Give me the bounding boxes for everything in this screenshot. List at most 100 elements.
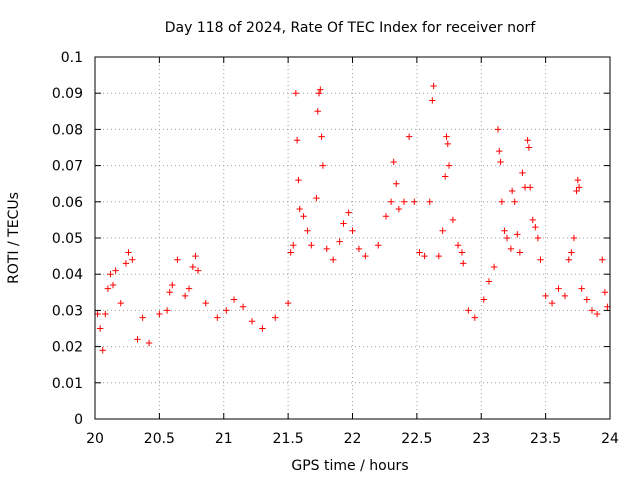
data-point xyxy=(514,231,521,238)
data-point xyxy=(355,245,363,253)
y-tick-label: 0.01 xyxy=(52,376,83,392)
data-point xyxy=(96,325,104,332)
data-point xyxy=(443,133,450,140)
data-point xyxy=(134,336,141,343)
data-point xyxy=(458,249,466,256)
data-point xyxy=(382,213,390,220)
data-point xyxy=(214,314,221,321)
data-point xyxy=(304,227,311,234)
data-point xyxy=(524,137,531,144)
data-point xyxy=(454,242,462,249)
y-tick-label: 0.03 xyxy=(52,303,83,319)
data-point xyxy=(192,252,199,260)
x-tick-label: 21.5 xyxy=(273,431,304,447)
y-tick-label: 0.02 xyxy=(52,340,83,356)
y-tick-label: 0.07 xyxy=(52,159,83,175)
data-point xyxy=(295,176,302,184)
data-point xyxy=(471,314,479,321)
data-point xyxy=(292,90,300,97)
y-tick-label: 0.1 xyxy=(61,50,83,66)
data-point xyxy=(104,285,112,292)
data-point xyxy=(272,314,279,321)
y-tick-label: 0.06 xyxy=(52,195,83,211)
data-point xyxy=(387,198,395,205)
data-point xyxy=(109,281,117,289)
data-point xyxy=(230,296,238,303)
data-point xyxy=(323,245,330,253)
x-axis-label: GPS time / hours xyxy=(291,458,408,474)
data-point xyxy=(239,303,247,310)
data-point xyxy=(508,187,516,195)
data-point xyxy=(315,90,323,97)
data-point xyxy=(490,263,498,271)
y-tick-label: 0.09 xyxy=(52,86,83,102)
data-point xyxy=(532,223,539,231)
data-point xyxy=(575,184,583,191)
data-point xyxy=(442,173,449,180)
data-point xyxy=(574,176,582,184)
data-point xyxy=(390,158,397,166)
data-point xyxy=(345,209,352,216)
data-point xyxy=(460,260,467,267)
data-point xyxy=(578,285,585,292)
data-point xyxy=(122,260,130,267)
x-tick-label: 21 xyxy=(215,431,233,447)
data-point xyxy=(526,184,534,191)
data-point xyxy=(480,296,488,303)
data-point xyxy=(349,227,356,234)
data-point xyxy=(494,126,502,133)
data-point xyxy=(496,147,503,155)
data-point xyxy=(202,299,209,307)
data-point xyxy=(169,281,176,289)
data-point xyxy=(317,86,324,93)
data-point xyxy=(102,310,109,318)
data-point xyxy=(313,194,320,202)
x-tick-label: 22.5 xyxy=(401,431,432,447)
data-point xyxy=(568,249,575,256)
data-point xyxy=(449,216,457,224)
data-point xyxy=(185,285,193,292)
data-point xyxy=(405,133,413,140)
x-tick-label: 24 xyxy=(601,431,619,447)
data-point xyxy=(516,249,524,256)
data-point xyxy=(529,216,536,224)
data-point xyxy=(166,289,173,296)
data-point xyxy=(548,299,556,307)
data-point xyxy=(430,82,437,90)
data-point xyxy=(340,220,347,227)
x-tick-label: 23.5 xyxy=(530,431,561,447)
data-point xyxy=(319,162,327,169)
x-tick-label: 23 xyxy=(472,431,490,447)
data-point xyxy=(601,289,609,296)
data-point xyxy=(145,339,153,347)
x-tick-label: 22 xyxy=(344,431,362,447)
data-point xyxy=(444,140,451,148)
x-tick-label: 20.5 xyxy=(144,431,175,447)
data-point xyxy=(503,234,511,242)
data-point xyxy=(129,256,136,263)
data-point xyxy=(507,245,515,253)
data-point xyxy=(421,252,428,260)
data-point xyxy=(284,299,292,307)
data-point xyxy=(99,347,106,354)
data-point xyxy=(329,256,337,263)
data-point xyxy=(439,227,446,234)
data-point xyxy=(290,242,297,249)
grid xyxy=(95,57,610,419)
y-tick-label: 0.04 xyxy=(52,267,83,283)
data-point xyxy=(395,205,403,213)
data-point xyxy=(542,292,549,300)
data-point xyxy=(537,256,544,263)
axis-ticks: 20 20.5 21 21.5 22 22.5 23 23.5 24 0 0.01 0.02 0.03 0… xyxy=(52,50,619,447)
data-point xyxy=(561,292,569,300)
data-point xyxy=(194,267,202,274)
data-point xyxy=(555,285,562,292)
data-point xyxy=(534,234,542,242)
data-point xyxy=(362,252,369,260)
data-point xyxy=(107,271,114,278)
data-point xyxy=(248,318,256,325)
data-point xyxy=(445,162,453,169)
data-point xyxy=(497,158,504,166)
data-point xyxy=(593,310,601,318)
